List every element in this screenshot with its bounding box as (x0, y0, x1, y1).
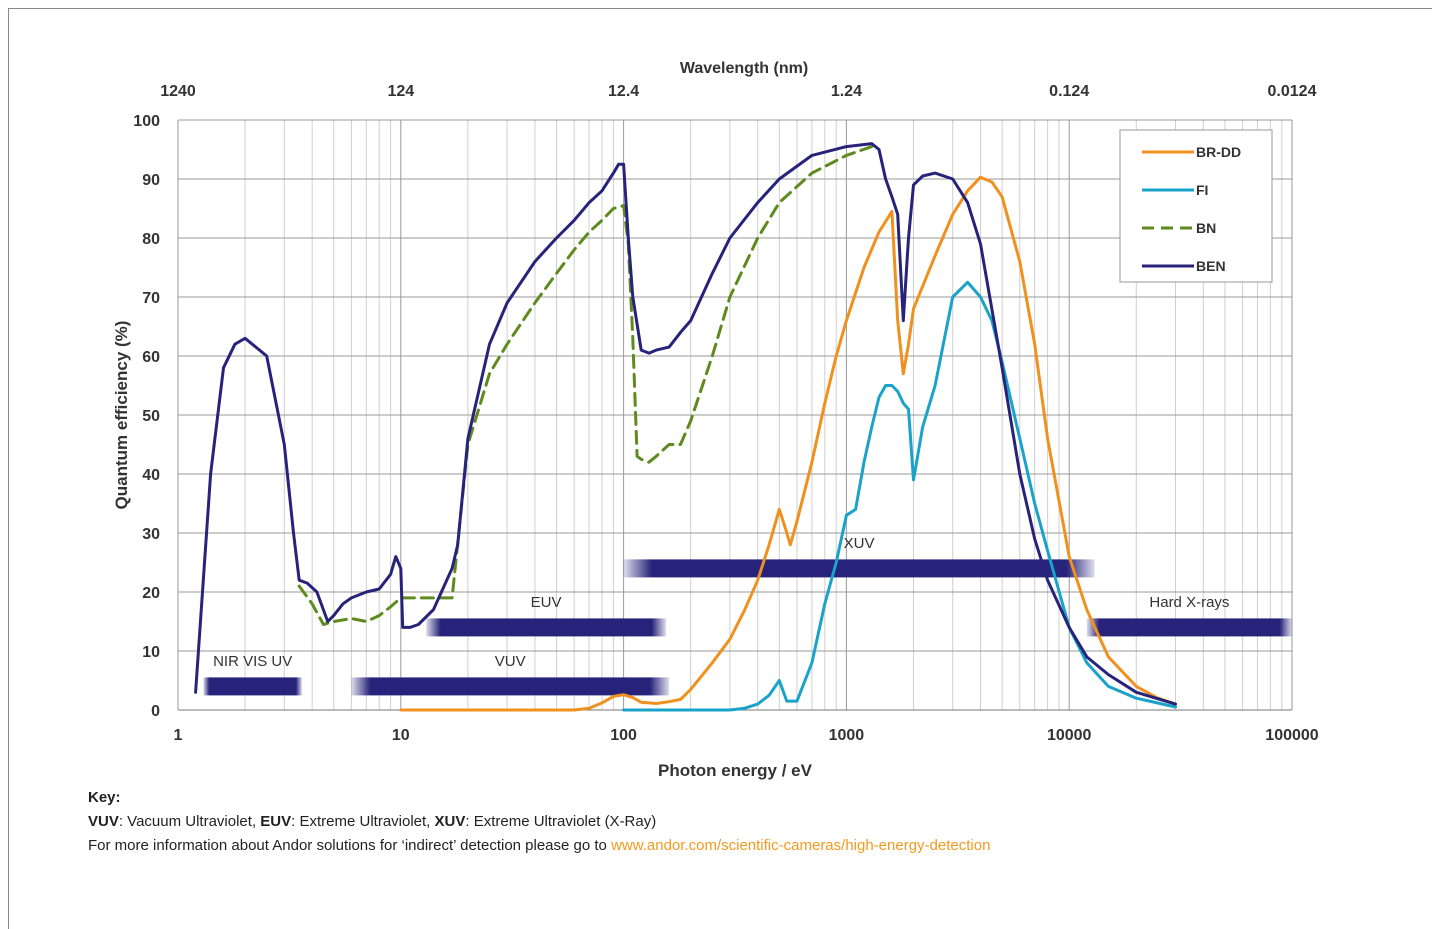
y-tick-label: 30 (142, 526, 160, 543)
top-tick-label: 1.24 (831, 83, 862, 100)
x-tick-label: 10 (392, 727, 410, 744)
key-euv-text: : Extreme Ultraviolet, (291, 813, 435, 830)
y-tick-label: 40 (142, 467, 160, 484)
region-band-label: XUV (844, 535, 875, 552)
series-bn (297, 145, 874, 626)
y-tick-label: 10 (142, 644, 160, 661)
legend-label: BR-DD (1196, 144, 1241, 160)
y-tick-label: 50 (142, 408, 160, 425)
top-tick-label: 0.124 (1049, 83, 1089, 100)
key-vuv-abbr: VUV (88, 813, 119, 830)
key-vuv-text: : Vacuum Ultraviolet, (118, 813, 261, 830)
legend-label: BEN (1196, 258, 1226, 274)
andor-link[interactable]: www.andor.com/scientific-cameras/high-en… (611, 837, 991, 854)
top-tick-label: 124 (387, 83, 414, 100)
series-br-dd (399, 175, 1177, 712)
region-band (1086, 618, 1292, 637)
figure-frame (8, 8, 1432, 929)
y-tick-label: 0 (151, 703, 160, 720)
region-band-label: Hard X-rays (1149, 594, 1229, 611)
x-tick-label: 10000 (1047, 727, 1092, 744)
top-tick-label: 1240 (160, 83, 196, 100)
region-band (623, 559, 1095, 578)
key-abbreviations: VUV: Vacuum Ultraviolet, EUV: Extreme Ul… (88, 811, 656, 833)
region-band-label: EUV (531, 594, 562, 611)
region-band (351, 677, 670, 696)
y-tick-label: 100 (133, 113, 160, 130)
region-band-label: NIR VIS UV (213, 653, 292, 670)
y-tick-label: 60 (142, 349, 160, 366)
key-xuv-text: : Extreme Ultraviolet (X-Ray) (465, 813, 657, 830)
key-euv-abbr: EUV (260, 813, 292, 830)
key-info-text: For more information about Andor solutio… (88, 837, 612, 854)
x-tick-label: 1000 (829, 727, 865, 744)
y-tick-label: 70 (142, 290, 160, 307)
x-tick-label: 100 (610, 727, 637, 744)
region-band (203, 677, 302, 696)
legend-label: BN (1196, 220, 1216, 236)
region-band-label: VUV (495, 653, 526, 670)
top-tick-label: 12.4 (608, 83, 639, 100)
y-tick-label: 20 (142, 585, 160, 602)
qe-chart: NIR VIS UV VUV EUV XUV Hard X-rays 0 10 20 30 40… (112, 60, 1319, 780)
legend-box (1119, 129, 1273, 283)
x-axis-title: Photon energy / eV (658, 761, 813, 780)
series-ben (194, 142, 1177, 706)
y-axis-title: Quantum efficiency (%) (112, 321, 131, 510)
key-info: For more information about Andor solutio… (88, 835, 990, 857)
top-axis-title: Wavelength (nm) (680, 60, 808, 77)
key-xuv-abbr: XUV (434, 813, 466, 830)
region-band (426, 618, 667, 637)
key-title: Key: (88, 789, 121, 806)
series-fi (622, 280, 1177, 712)
y-tick-label: 80 (142, 231, 160, 248)
top-tick-label: 0.0124 (1268, 83, 1317, 100)
x-tick-label: 100000 (1265, 727, 1318, 744)
legend-label: FI (1196, 182, 1208, 198)
y-tick-label: 90 (142, 172, 160, 189)
x-tick-label: 1 (174, 727, 183, 744)
